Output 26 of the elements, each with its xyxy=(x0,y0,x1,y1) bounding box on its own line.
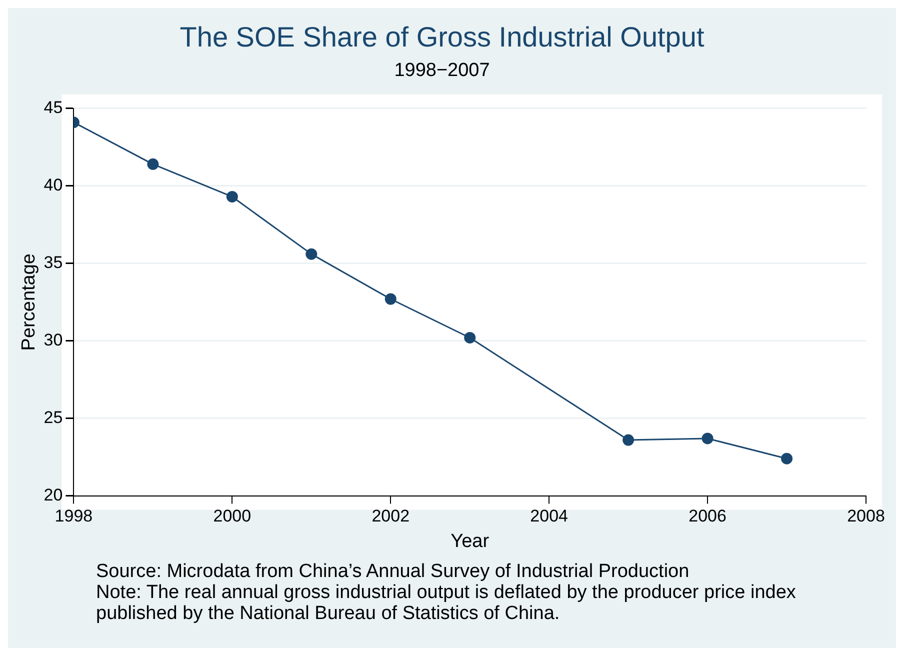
y-tick-label: 35 xyxy=(44,253,63,272)
source-note: Source: Microdata from China’s Annual Survey of Industrial Production xyxy=(96,561,690,582)
x-tick-label: 2000 xyxy=(213,506,252,526)
text: Note: The real annual gross industrial output is deflated by the producer price index published by the National Bureau of Statistics of China. xyxy=(96,582,797,624)
point xyxy=(622,434,634,446)
y-tick-label: 20 xyxy=(44,485,63,504)
chart-title: The SOE Share of Gross Industrial Output xyxy=(180,22,704,53)
x-tick-label: 2004 xyxy=(530,506,568,526)
x-tick-label: 1998 xyxy=(54,506,93,526)
point xyxy=(702,432,714,444)
point xyxy=(781,452,793,464)
y-tick-label: 45 xyxy=(44,98,63,118)
point xyxy=(464,332,476,344)
point xyxy=(384,293,396,305)
y-tick-label: 25 xyxy=(44,408,63,428)
chart-subtitle: 1998−2007 xyxy=(394,60,490,82)
x-tick-label: 2008 xyxy=(847,506,885,526)
x-tick-label: 2002 xyxy=(372,506,410,526)
point xyxy=(306,248,318,260)
x-axis-title: Year xyxy=(450,530,490,552)
y-axis-title: Percentage xyxy=(18,254,40,351)
y-tick-label: 40 xyxy=(44,176,63,195)
x-tick-label: 2006 xyxy=(688,506,726,526)
point xyxy=(226,190,238,202)
y-tick-label: 30 xyxy=(44,330,63,350)
point xyxy=(147,158,159,170)
